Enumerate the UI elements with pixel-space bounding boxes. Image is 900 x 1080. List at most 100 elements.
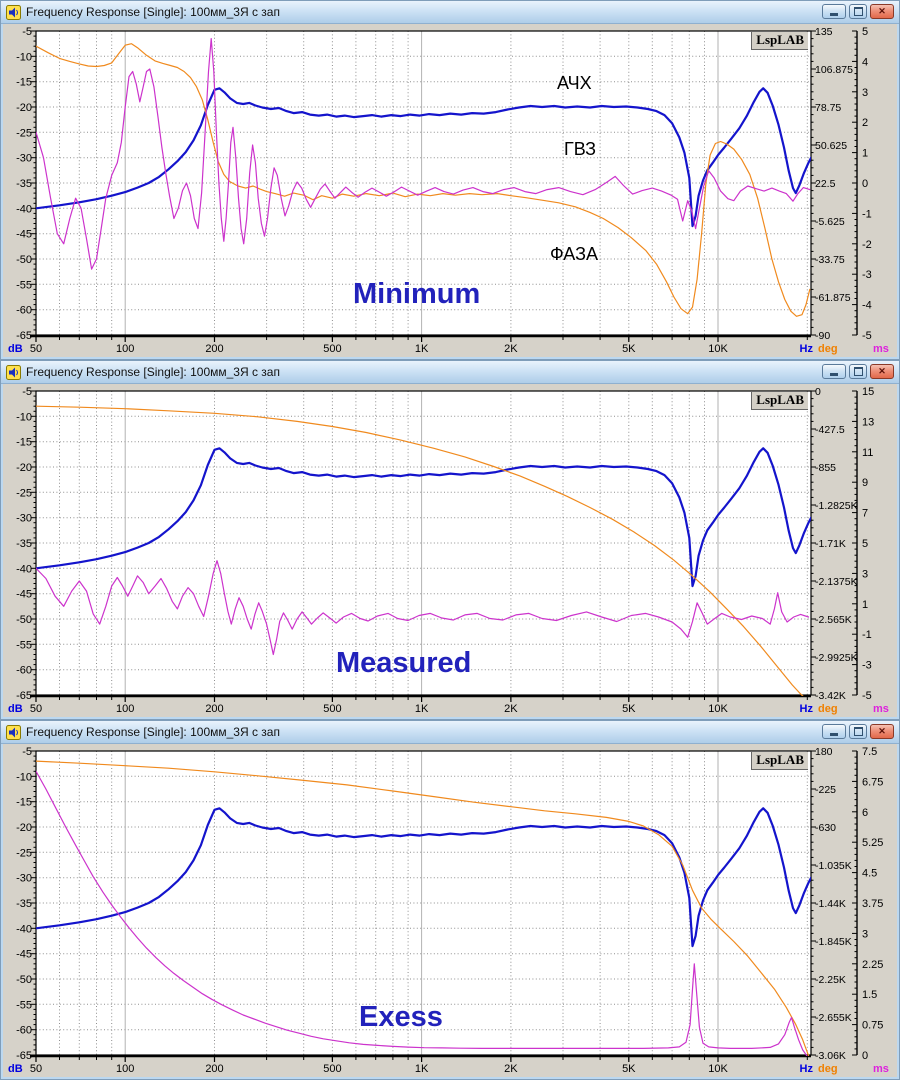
svg-text:-30: -30 bbox=[16, 513, 32, 525]
close-button[interactable]: ✕ bbox=[870, 724, 894, 739]
svg-text:-60: -60 bbox=[16, 1025, 32, 1037]
svg-text:deg: deg bbox=[818, 1063, 838, 1075]
svg-text:-65: -65 bbox=[16, 690, 32, 702]
svg-text:-2.9925K: -2.9925K bbox=[815, 652, 858, 664]
svg-text:200: 200 bbox=[205, 343, 223, 355]
svg-text:Hz: Hz bbox=[800, 1063, 814, 1075]
app-window-measured-phase: -5 -10 -15 -20 -25 -30 -35 -40 -45 -50 -55 -60 -65 50… bbox=[0, 360, 900, 720]
svg-text:0.75: 0.75 bbox=[862, 1020, 883, 1032]
svg-text:5: 5 bbox=[862, 538, 868, 550]
svg-text:1: 1 bbox=[862, 148, 868, 160]
frequency-response-chart[interactable]: -5-10-15-20-25-30-35-40-45-50-55-60-6550… bbox=[1, 721, 900, 1080]
svg-text:-40: -40 bbox=[16, 563, 32, 575]
svg-text:-427.5: -427.5 bbox=[815, 424, 845, 436]
minimize-icon bbox=[830, 373, 838, 376]
svg-text:5K: 5K bbox=[622, 1063, 636, 1075]
svg-text:5: 5 bbox=[862, 26, 868, 38]
svg-text:-33.75: -33.75 bbox=[815, 254, 845, 266]
lsplab-logo: LspLAB bbox=[751, 392, 808, 410]
svg-text:-90: -90 bbox=[815, 330, 830, 342]
svg-text:-20: -20 bbox=[16, 462, 32, 474]
svg-text:-30: -30 bbox=[16, 873, 32, 885]
maximize-button[interactable] bbox=[849, 364, 867, 379]
svg-text:-1.035K: -1.035K bbox=[815, 860, 852, 872]
svg-text:-45: -45 bbox=[16, 229, 32, 241]
svg-text:-25: -25 bbox=[16, 127, 32, 139]
svg-text:-3.42K: -3.42K bbox=[815, 690, 846, 702]
svg-text:5.25: 5.25 bbox=[862, 837, 883, 849]
window-title: Frequency Response [Single]: 100мм_3Я с … bbox=[26, 5, 280, 19]
svg-text:500: 500 bbox=[323, 343, 341, 355]
svg-text:-35: -35 bbox=[16, 538, 32, 550]
maximize-icon bbox=[853, 367, 863, 376]
svg-text:0: 0 bbox=[815, 386, 821, 398]
svg-text:50: 50 bbox=[30, 703, 42, 715]
svg-text:4: 4 bbox=[862, 56, 868, 68]
svg-text:-2.25K: -2.25K bbox=[815, 974, 846, 986]
svg-text:-1.2825K: -1.2825K bbox=[815, 500, 858, 512]
svg-text:-40: -40 bbox=[16, 923, 32, 935]
svg-text:13: 13 bbox=[862, 416, 874, 428]
frequency-response-chart[interactable]: -5-10-15-20-25-30-35-40-45-50-55-60-6550… bbox=[1, 1, 900, 360]
svg-text:78.75: 78.75 bbox=[815, 102, 841, 114]
svg-text:11: 11 bbox=[862, 447, 873, 459]
svg-text:-50: -50 bbox=[16, 614, 32, 626]
svg-text:-20: -20 bbox=[16, 102, 32, 114]
window-titlebar[interactable]: Frequency Response [Single]: 100мм_3Я с … bbox=[1, 721, 899, 744]
maximize-button[interactable] bbox=[849, 724, 867, 739]
window-titlebar[interactable]: Frequency Response [Single]: 100мм_3Я с … bbox=[1, 1, 899, 24]
svg-text:-55: -55 bbox=[16, 279, 32, 291]
svg-text:-10: -10 bbox=[16, 51, 32, 63]
svg-text:1K: 1K bbox=[415, 1063, 429, 1075]
svg-text:50: 50 bbox=[30, 1063, 42, 1075]
svg-text:10K: 10K bbox=[708, 1063, 728, 1075]
svg-text:2K: 2K bbox=[504, 343, 518, 355]
window-controls: ✕ bbox=[822, 724, 894, 739]
svg-text:ms: ms bbox=[873, 343, 889, 355]
svg-text:-630: -630 bbox=[815, 822, 836, 834]
svg-text:-45: -45 bbox=[16, 589, 32, 601]
svg-text:-25: -25 bbox=[16, 847, 32, 859]
svg-text:1K: 1K bbox=[415, 343, 429, 355]
svg-text:6: 6 bbox=[862, 807, 868, 819]
svg-text:3.75: 3.75 bbox=[862, 898, 883, 910]
svg-text:-1.71K: -1.71K bbox=[815, 538, 846, 550]
minimize-button[interactable] bbox=[822, 724, 846, 739]
svg-text:-50: -50 bbox=[16, 254, 32, 266]
svg-text:3: 3 bbox=[862, 928, 868, 940]
speaker-app-icon[interactable] bbox=[6, 724, 21, 740]
speaker-app-icon[interactable] bbox=[6, 364, 21, 380]
frequency-response-chart[interactable]: -5-10-15-20-25-30-35-40-45-50-55-60-6550… bbox=[1, 361, 900, 720]
svg-text:22.5: 22.5 bbox=[815, 178, 836, 190]
minimize-button[interactable] bbox=[822, 364, 846, 379]
svg-text:-4: -4 bbox=[862, 300, 872, 312]
svg-text:-1.845K: -1.845K bbox=[815, 936, 852, 948]
maximize-icon bbox=[853, 7, 863, 16]
close-button[interactable]: ✕ bbox=[870, 4, 894, 19]
svg-text:5K: 5K bbox=[622, 703, 636, 715]
maximize-button[interactable] bbox=[849, 4, 867, 19]
svg-text:dB: dB bbox=[8, 703, 23, 715]
svg-text:100: 100 bbox=[116, 1063, 134, 1075]
speaker-app-icon[interactable] bbox=[6, 4, 21, 20]
window-titlebar[interactable]: Frequency Response [Single]: 100мм_3Я с … bbox=[1, 361, 899, 384]
phase-type-label: Exess bbox=[359, 1001, 443, 1033]
svg-text:-25: -25 bbox=[16, 487, 32, 499]
svg-text:200: 200 bbox=[205, 1063, 223, 1075]
svg-text:50.625: 50.625 bbox=[815, 140, 847, 152]
svg-text:-10: -10 bbox=[16, 771, 32, 783]
svg-text:-65: -65 bbox=[16, 330, 32, 342]
close-button[interactable]: ✕ bbox=[870, 364, 894, 379]
svg-text:-65: -65 bbox=[16, 1050, 32, 1062]
svg-text:7: 7 bbox=[862, 508, 868, 520]
svg-text:7.5: 7.5 bbox=[862, 746, 877, 758]
svg-text:-60: -60 bbox=[16, 665, 32, 677]
svg-text:1K: 1K bbox=[415, 703, 429, 715]
minimize-button[interactable] bbox=[822, 4, 846, 19]
svg-text:-60: -60 bbox=[16, 305, 32, 317]
svg-text:2K: 2K bbox=[504, 1063, 518, 1075]
svg-text:-1: -1 bbox=[862, 208, 872, 220]
window-title: Frequency Response [Single]: 100мм_3Я с … bbox=[26, 725, 280, 739]
svg-text:Hz: Hz bbox=[800, 343, 814, 355]
